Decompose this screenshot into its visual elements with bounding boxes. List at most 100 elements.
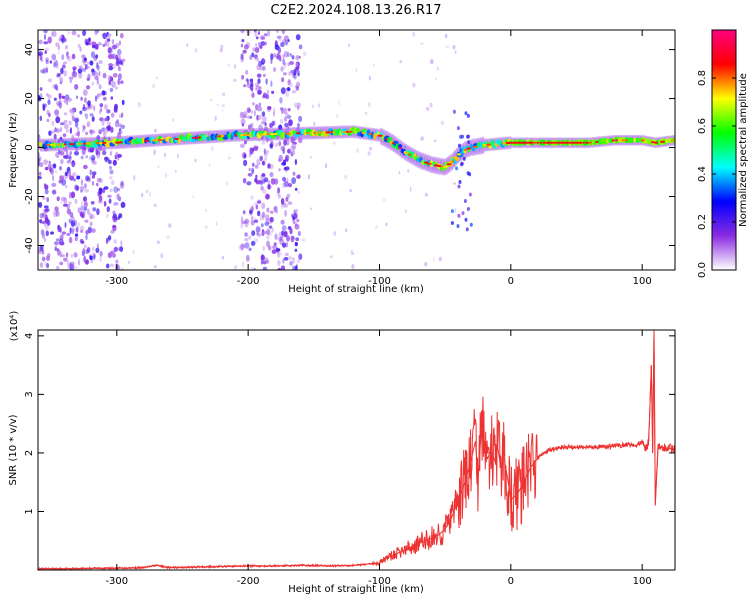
noise-speckle (154, 128, 157, 133)
noise-speckle (405, 209, 407, 214)
noise-speckle (292, 257, 296, 264)
noise-speckle (267, 184, 271, 190)
ridge-core (68, 143, 75, 146)
noise-speckle (56, 265, 60, 270)
snr-panel: -300 -200 -100 0 100 1 2 3 4 Height of straight … (8, 311, 676, 595)
noise-speckle (79, 186, 85, 191)
noise-speckle (56, 87, 59, 92)
noise-speckle (437, 66, 439, 71)
ridge-core (624, 139, 629, 142)
noise-speckle (221, 255, 225, 260)
noise-speckle (220, 44, 224, 49)
noise-speckle (256, 57, 259, 62)
noise-speckle (249, 115, 253, 119)
ridge-core (621, 139, 625, 142)
noise-speckle (40, 55, 43, 63)
noise-speckle (102, 150, 107, 156)
noise-speckle (265, 94, 270, 100)
noise-speckle (91, 181, 95, 186)
y-tick-label: 1 (24, 508, 35, 514)
noise-speckle (76, 175, 81, 180)
ridge-core (539, 141, 543, 144)
noise-speckle (277, 236, 283, 242)
spectrogram-plot-area (37, 29, 676, 271)
noise-speckle (45, 66, 49, 72)
noise-speckle (433, 257, 435, 262)
noise-speckle (269, 216, 274, 223)
ridge-core (427, 162, 432, 165)
noise-speckle (105, 237, 109, 245)
noise-speckle (92, 252, 97, 259)
noise-speckle (281, 242, 287, 248)
noise-speckle (246, 181, 252, 186)
noise-speckle (233, 64, 237, 69)
noise-speckle (266, 106, 272, 113)
noise-speckle (251, 205, 254, 210)
noise-speckle (324, 163, 328, 169)
noise-speckle (39, 262, 44, 268)
noise-speckle (74, 84, 79, 90)
noise-speckle (43, 41, 49, 45)
noise-speckle (66, 160, 72, 164)
noise-speckle (69, 191, 72, 199)
noise-speckle (261, 202, 266, 209)
ridge-core (220, 135, 225, 138)
noise-speckle (86, 123, 89, 128)
noise-speckle (117, 78, 120, 86)
noise-speckle (250, 122, 254, 128)
x-tick-label: 100 (633, 276, 652, 287)
noise-speckle (157, 240, 160, 244)
noise-speckle (115, 259, 119, 264)
noise-speckle (253, 54, 258, 59)
ridge-core (157, 138, 163, 142)
ridge-core (408, 153, 412, 156)
noise-speckle (287, 183, 293, 188)
ridge-blip (450, 221, 454, 225)
noise-speckle (382, 197, 386, 203)
noise-speckle (38, 53, 42, 57)
noise-speckle (81, 67, 87, 72)
noise-speckle (49, 60, 53, 64)
noise-speckle (289, 61, 294, 65)
noise-speckle (106, 109, 110, 114)
noise-speckle (85, 229, 89, 235)
noise-speckle (102, 43, 106, 48)
noise-speckle (301, 238, 306, 242)
y-tick-label: 2 (24, 450, 35, 456)
noise-speckle (47, 36, 52, 44)
noise-speckle (271, 120, 275, 126)
noise-speckle (248, 153, 252, 158)
noise-speckle (273, 107, 276, 111)
noise-speckle (60, 200, 63, 205)
noise-speckle (98, 60, 103, 65)
noise-speckle (50, 231, 54, 235)
noise-speckle (85, 113, 88, 120)
noise-speckle (46, 262, 50, 269)
ridge-blip (461, 211, 465, 216)
noise-speckle (297, 102, 301, 108)
ridge-blip (464, 217, 468, 222)
noise-speckle (270, 80, 273, 87)
noise-speckle (70, 220, 75, 227)
noise-speckle (264, 150, 270, 154)
noise-speckle (260, 36, 266, 40)
noise-speckle (271, 227, 274, 233)
noise-speckle (249, 78, 254, 83)
noise-speckle (109, 165, 112, 170)
noise-speckle (210, 146, 214, 151)
colorbar: 0.0 0.2 0.4 0.6 0.8 Normalized spectral ampl… (697, 29, 749, 278)
noise-speckle (351, 252, 355, 256)
ridge-core (510, 141, 513, 144)
ridge-core (552, 141, 556, 144)
noise-speckle (61, 95, 66, 99)
noise-speckle (96, 62, 99, 69)
noise-speckle (241, 74, 245, 80)
noise-speckle (275, 247, 279, 254)
noise-speckle (66, 232, 71, 237)
noise-speckle (51, 182, 57, 187)
noise-speckle (254, 178, 258, 183)
noise-speckle (283, 51, 288, 58)
ridge-core (151, 139, 156, 142)
noise-speckle (45, 67, 48, 73)
noise-speckle (287, 201, 293, 205)
